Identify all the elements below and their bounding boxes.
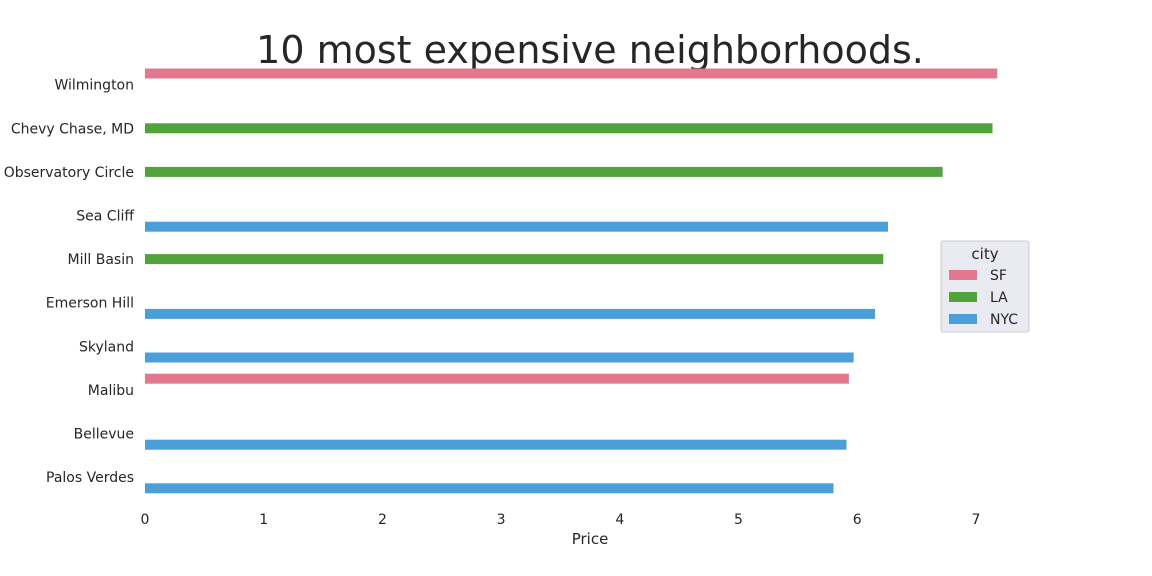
x-tick-label: 2 (378, 512, 387, 528)
chart-title: 10 most expensive neighborhoods. (256, 28, 924, 72)
bar-sf (145, 68, 998, 79)
y-tick-label: Chevy Chase, MD (11, 121, 134, 137)
y-tick-label: Malibu (88, 383, 134, 399)
y-tick-label: Mill Basin (68, 252, 134, 268)
x-axis-label: Price (572, 530, 609, 548)
x-tick-label: 1 (259, 512, 268, 528)
bar-nyc (145, 352, 854, 363)
legend-swatch-la (949, 292, 977, 302)
legend-swatch-sf (949, 270, 977, 280)
y-tick-label: Emerson Hill (46, 296, 134, 312)
legend-entries: SF LA NYC (949, 268, 1018, 328)
x-tick-label: 5 (734, 512, 743, 528)
legend-title: city (971, 245, 998, 263)
x-tick-label: 3 (497, 512, 506, 528)
x-tick-label: 7 (971, 512, 980, 528)
x-tick-label: 0 (141, 512, 150, 528)
y-tick-label: Skyland (79, 339, 134, 355)
y-tick-label: Observatory Circle (4, 165, 134, 181)
legend-label-nyc: NYC (990, 312, 1018, 328)
x-tick-label: 6 (853, 512, 862, 528)
bar-nyc (145, 221, 889, 232)
y-tick-labels: Wilmington Chevy Chase, MD Observatory Cir… (4, 78, 135, 486)
x-tick-label: 4 (615, 512, 624, 528)
bar-la (145, 166, 943, 177)
bar-nyc (145, 483, 834, 494)
bar-la (145, 123, 993, 134)
legend-label-la: LA (990, 290, 1008, 306)
y-tick-label: Palos Verdes (46, 470, 134, 486)
legend-swatch-nyc (949, 314, 977, 324)
legend-frame (940, 240, 1030, 333)
y-tick-label: Sea Cliff (76, 209, 134, 225)
bar-nyc (145, 308, 876, 319)
y-tick-label: Bellevue (74, 427, 134, 443)
legend: city SF LA NYC (940, 240, 1030, 333)
y-tick-label: Wilmington (54, 78, 134, 94)
legend-label-sf: SF (990, 268, 1007, 284)
bar-nyc (145, 439, 847, 450)
bars-layer (145, 68, 998, 494)
bar-la (145, 254, 884, 265)
bar-sf (145, 373, 849, 384)
x-tick-labels: 0 1 2 3 4 5 6 7 (141, 512, 981, 528)
